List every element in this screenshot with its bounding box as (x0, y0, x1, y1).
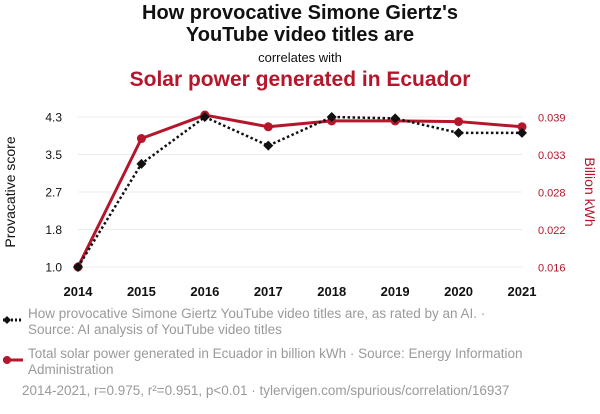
legend-swatch-dotted-diamond (2, 312, 24, 324)
series-1-point (390, 113, 401, 124)
left-axis-label: Provacative score (2, 136, 18, 247)
series-1-point (199, 112, 210, 122)
series-2-point (136, 134, 146, 144)
series-2-point (263, 122, 273, 132)
series-1-point (326, 112, 337, 122)
x-tick-label: 2018 (317, 284, 346, 299)
series-line-1 (76, 115, 522, 268)
left-tick-label: 4.3 (45, 111, 62, 125)
x-tick-label: 2020 (444, 284, 473, 299)
series-1-point (263, 140, 274, 151)
right-tick-label: 0.016 (538, 263, 566, 275)
x-tick-label: 2019 (381, 284, 410, 299)
dual-axis-line-chart: 1.0 1.8 2.7 3.5 4.3 0.016 0.022 0.028 0.033 0.03… (2, 110, 598, 300)
series-1-point (517, 127, 527, 138)
series-1-point (453, 127, 464, 138)
legend-item-series-1: How provocative Simone Giertz YouTube vi… (0, 306, 528, 338)
right-axis-tick-labels: 0.016 0.022 0.028 0.033 0.039 (538, 113, 566, 275)
footer-stats: 2014-2021, r=0.975, r²=0.951, p<0.01 · t… (22, 383, 510, 398)
series-1-point (73, 262, 83, 272)
right-tick-label: 0.039 (538, 113, 566, 125)
right-tick-label: 0.028 (538, 188, 566, 200)
right-tick-label: 0.033 (538, 150, 566, 162)
legend-label-series-1: How provocative Simone Giertz YouTube vi… (28, 306, 486, 337)
x-tick-label: 2014 (64, 284, 94, 299)
x-tick-label: 2015 (127, 284, 156, 299)
chart-subtitle-connector: correlates with (258, 50, 342, 65)
right-tick-label: 0.022 (538, 225, 566, 237)
x-tick-label: 2016 (190, 284, 219, 299)
series-2-point (454, 117, 464, 127)
legend-label-series-2: Total solar power generated in Ecuador i… (28, 346, 523, 377)
x-tick-label: 2021 (508, 284, 537, 299)
x-axis-tick-labels: 2014 2015 2016 2017 2018 2019 2020 2021 (64, 284, 537, 299)
left-axis-tick-labels: 1.0 1.8 2.7 3.5 4.3 (45, 111, 62, 275)
chart-title-line-2: YouTube video titles are (185, 24, 415, 46)
left-tick-label: 1.8 (45, 223, 62, 237)
left-tick-label: 1.0 (45, 261, 62, 275)
right-axis-label: Billion kWh (582, 157, 598, 226)
series-line-2 (76, 113, 523, 268)
series-layer (73, 110, 527, 272)
left-tick-label: 3.5 (45, 148, 62, 162)
chart-title-line-3: Solar power generated in Ecuador (129, 68, 471, 91)
series-2-point (517, 122, 527, 132)
legend-item-series-2: Total solar power generated in Ecuador i… (0, 346, 528, 378)
chart-title-line-1: How provocative Simone Giertz's (142, 2, 458, 24)
legend-swatch-solid-circle (2, 352, 24, 364)
x-tick-label: 2017 (254, 284, 283, 299)
series-1-point (136, 158, 147, 169)
left-tick-label: 2.7 (45, 186, 62, 200)
